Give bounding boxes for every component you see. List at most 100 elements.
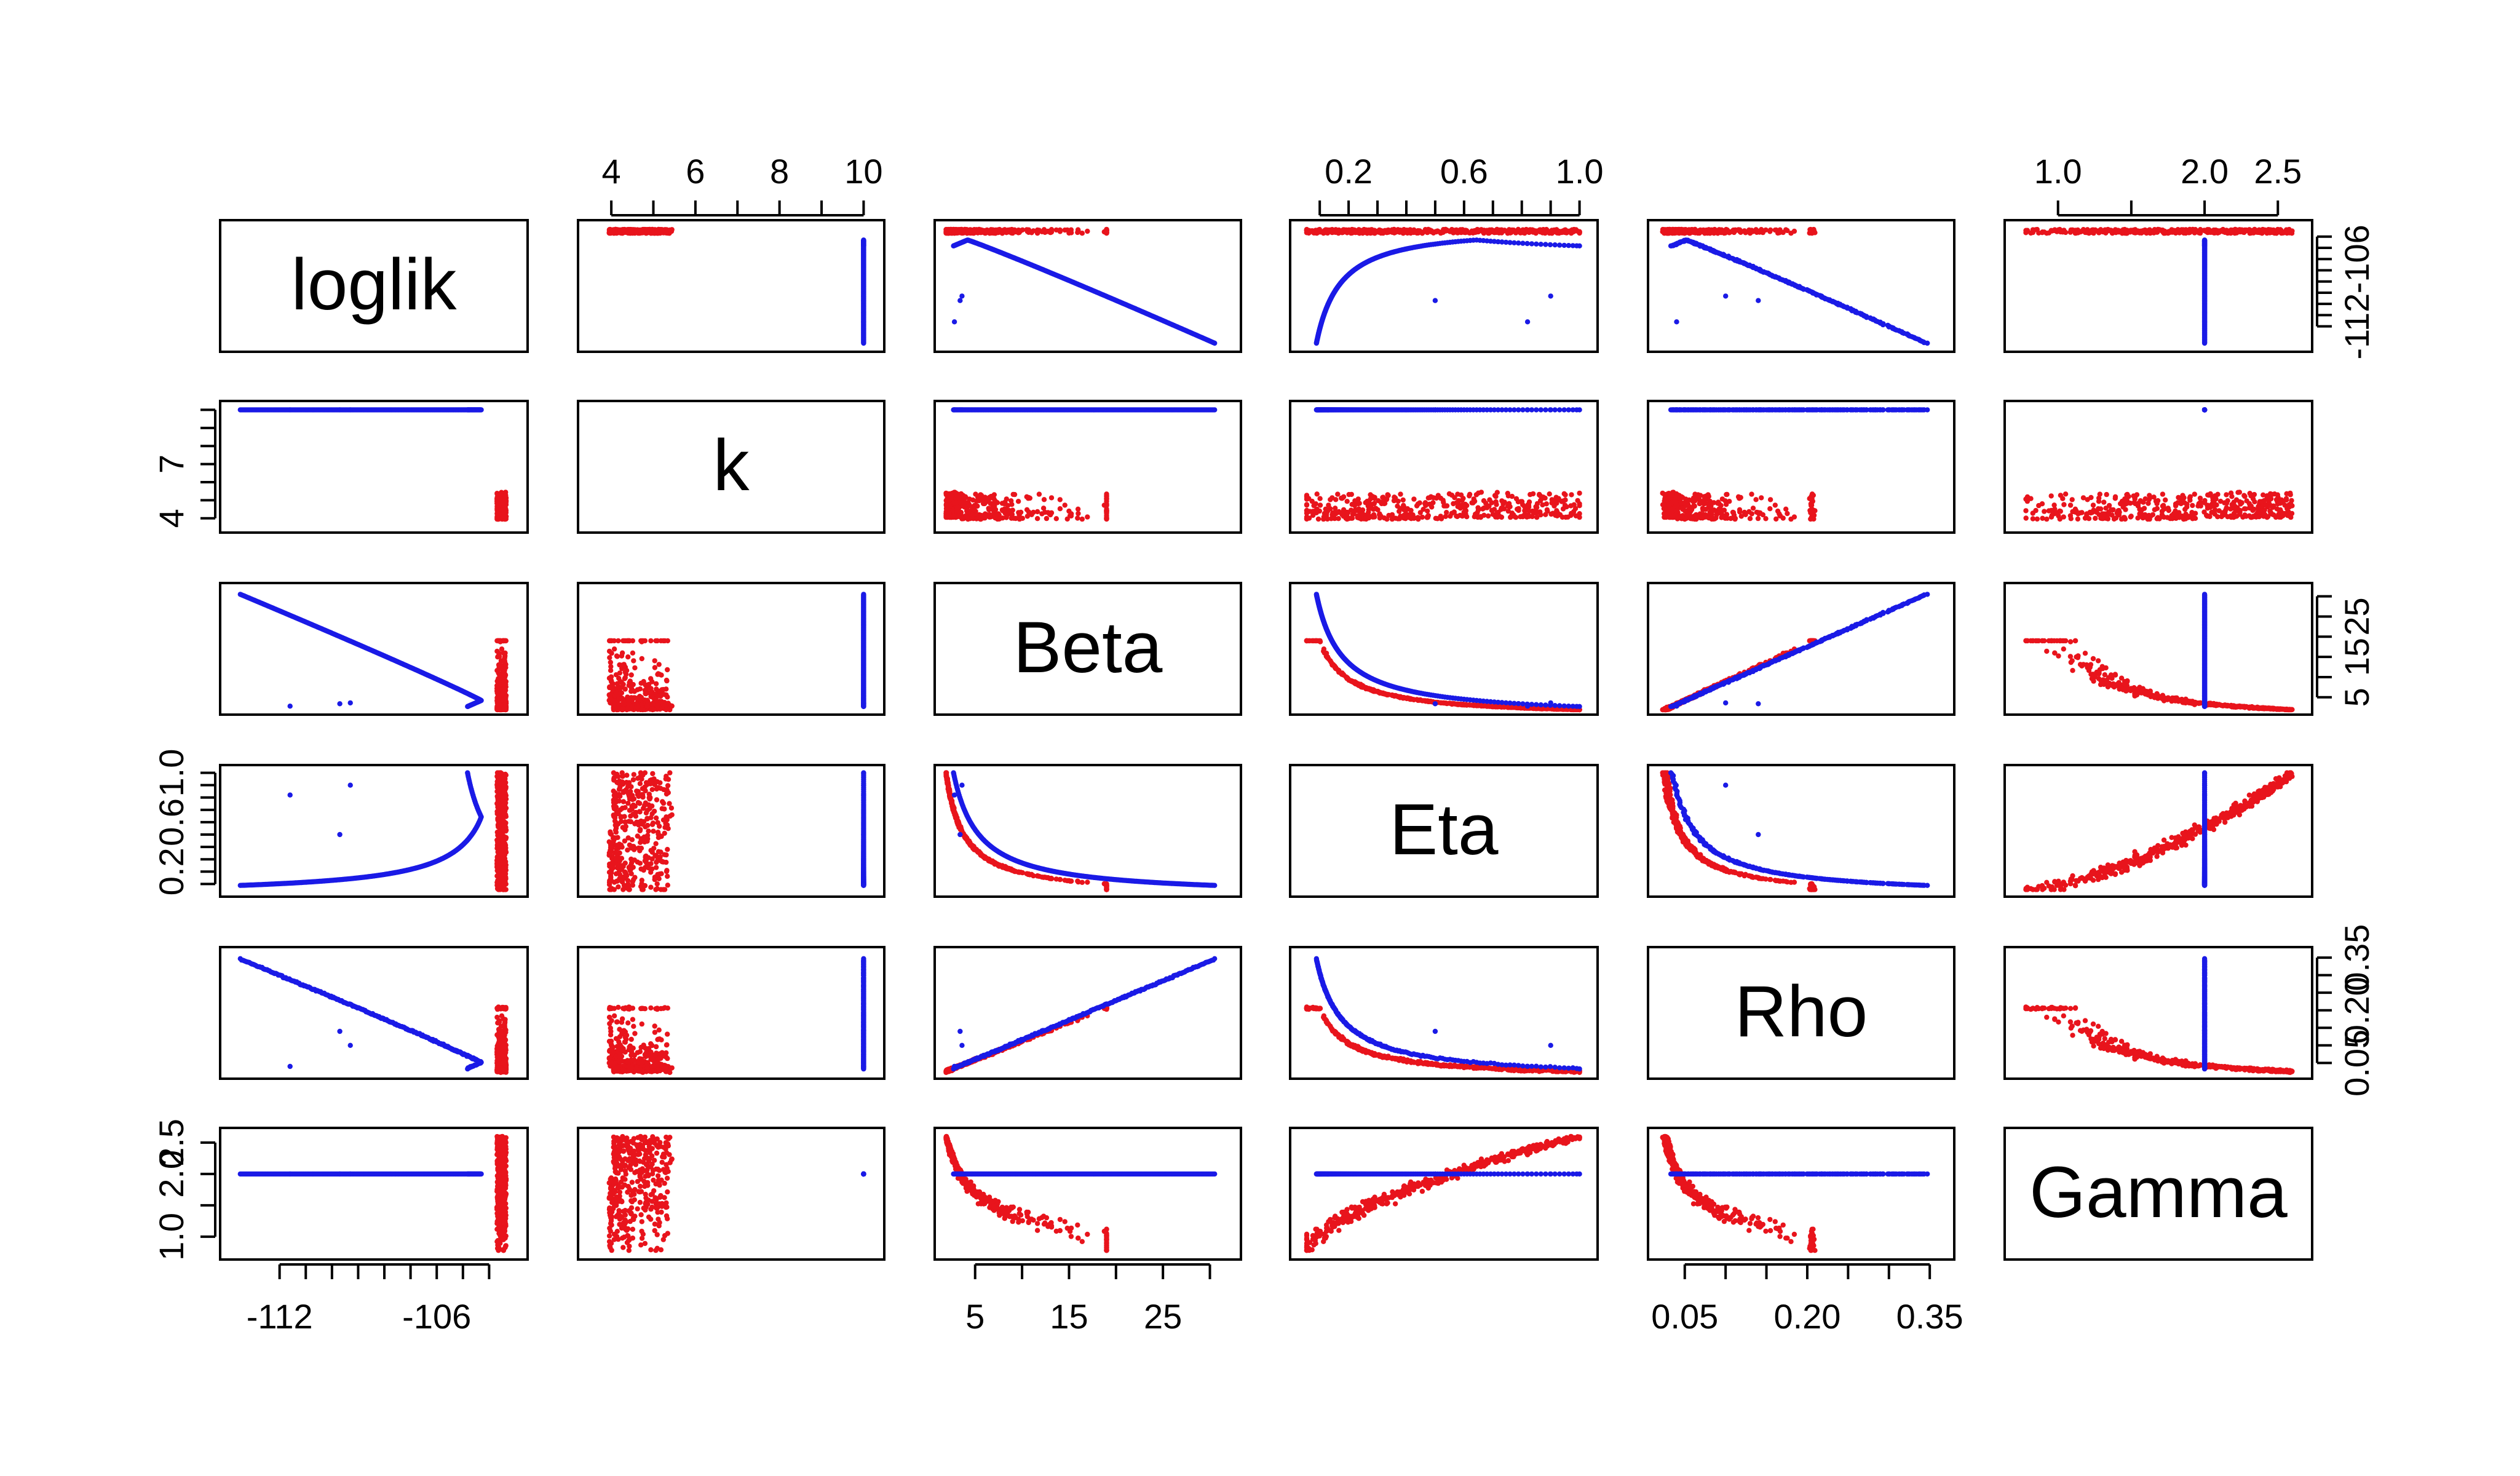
point-red bbox=[972, 227, 977, 232]
point-blue bbox=[1552, 242, 1558, 248]
point-red bbox=[2152, 227, 2157, 232]
point-red bbox=[2049, 228, 2055, 234]
point-red bbox=[1571, 226, 1577, 232]
point-red bbox=[970, 497, 976, 503]
point-red bbox=[1328, 497, 1333, 502]
panel-k-loglik bbox=[219, 400, 529, 534]
point-red bbox=[956, 512, 962, 518]
point-blue bbox=[2201, 319, 2208, 325]
point-red bbox=[1053, 227, 1060, 233]
point-red bbox=[500, 500, 505, 506]
point-red bbox=[965, 228, 971, 234]
point-red bbox=[1505, 491, 1510, 496]
panel-k-Gamma bbox=[2003, 400, 2313, 534]
point-red bbox=[1577, 229, 1582, 234]
point-red bbox=[1016, 516, 1023, 522]
point-red bbox=[1048, 510, 1055, 516]
panel-Eta-Gamma bbox=[2003, 764, 2313, 898]
panel-Rho-Beta bbox=[933, 946, 1242, 1080]
point-red bbox=[991, 492, 997, 498]
point-red bbox=[2123, 227, 2128, 233]
point-red bbox=[2248, 230, 2254, 236]
panel-Rho-Eta bbox=[1289, 946, 1599, 1080]
point-red bbox=[1738, 229, 1743, 235]
point-red bbox=[1075, 515, 1080, 521]
point-red bbox=[983, 514, 989, 519]
panel-Eta-Eta bbox=[1289, 764, 1599, 898]
point-red bbox=[1417, 228, 1422, 234]
point-red bbox=[1352, 227, 1358, 233]
point-red bbox=[1076, 510, 1081, 517]
point-blue bbox=[959, 407, 965, 413]
point-blue bbox=[1561, 242, 1567, 248]
point-red bbox=[2239, 227, 2245, 232]
panel-loglik-loglik bbox=[219, 219, 529, 353]
point-red bbox=[1057, 497, 1063, 502]
point-blue bbox=[1212, 407, 1218, 413]
panel-Eta-k bbox=[577, 764, 886, 898]
point-red bbox=[2286, 226, 2292, 232]
point-red bbox=[1075, 229, 1080, 236]
point-blue bbox=[1548, 293, 1553, 299]
point-blue bbox=[1557, 242, 1563, 248]
point-red bbox=[2128, 229, 2133, 235]
point-red bbox=[1068, 511, 1074, 517]
point-red bbox=[502, 514, 508, 520]
point-blue bbox=[1566, 243, 1572, 248]
point-red bbox=[1463, 229, 1469, 235]
point-red bbox=[2075, 230, 2081, 236]
point-red bbox=[1029, 512, 1034, 517]
panel-Gamma-loglik bbox=[219, 1127, 529, 1261]
point-red bbox=[983, 230, 989, 236]
point-red bbox=[964, 514, 969, 520]
point-blue bbox=[1313, 340, 1319, 346]
point-red bbox=[1681, 228, 1687, 234]
point-red bbox=[1505, 508, 1511, 514]
point-red bbox=[1713, 230, 1719, 236]
point-red bbox=[948, 514, 953, 520]
point-red bbox=[1006, 507, 1012, 514]
point-blue bbox=[337, 407, 343, 413]
panel-Eta-Beta bbox=[933, 764, 1242, 898]
point-blue bbox=[1674, 319, 1679, 325]
point-blue bbox=[1538, 242, 1543, 247]
point-red bbox=[1034, 516, 1040, 522]
point-red bbox=[2023, 230, 2029, 236]
point-red bbox=[1075, 506, 1081, 512]
diagonal-label-Rho: Rho bbox=[1735, 971, 1868, 1052]
point-red bbox=[1036, 491, 1042, 497]
point-red bbox=[1015, 499, 1021, 504]
point-red bbox=[946, 491, 952, 498]
point-red bbox=[2106, 227, 2112, 233]
point-red bbox=[964, 508, 970, 514]
panel-loglik-Eta bbox=[1289, 219, 1599, 353]
point-red bbox=[1494, 229, 1500, 234]
point-red bbox=[1057, 506, 1063, 512]
point-red bbox=[1481, 228, 1487, 233]
panel-Beta-Eta bbox=[1289, 582, 1599, 716]
point-red bbox=[1062, 502, 1068, 508]
point-blue bbox=[1543, 242, 1548, 247]
panel-loglik-Rho bbox=[1647, 219, 1955, 353]
point-red bbox=[1053, 516, 1060, 522]
point-red bbox=[1425, 227, 1430, 232]
panel-k-Beta bbox=[933, 400, 1242, 534]
point-red bbox=[991, 501, 997, 506]
panel-Rho-k bbox=[577, 946, 886, 1080]
point-red bbox=[1508, 230, 1513, 236]
point-red bbox=[2216, 229, 2222, 235]
point-red bbox=[1012, 491, 1018, 498]
diagonal-label-Beta: Beta bbox=[1013, 607, 1163, 688]
point-red bbox=[1718, 227, 1724, 233]
point-red bbox=[1024, 507, 1030, 512]
point-red bbox=[1385, 227, 1391, 233]
point-red bbox=[1689, 227, 1695, 232]
point-blue bbox=[237, 407, 243, 413]
point-red bbox=[1085, 228, 1090, 234]
point-red bbox=[960, 495, 965, 501]
point-red bbox=[1040, 506, 1047, 511]
panel-k-Eta bbox=[1289, 400, 1599, 534]
point-red bbox=[1104, 509, 1109, 514]
panel-loglik-Beta bbox=[933, 219, 1242, 353]
